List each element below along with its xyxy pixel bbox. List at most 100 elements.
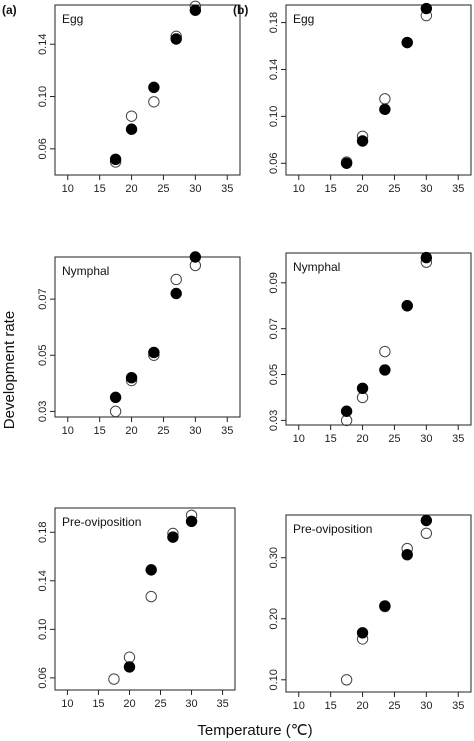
point-filled — [109, 391, 122, 404]
x-tick-label: 30 — [189, 183, 201, 195]
point-filled — [125, 372, 138, 384]
panel-2: 10 15 20 25 30 35 0.06 0.10 0.14 0.18 Egg (b) — [233, 2, 472, 195]
y-tick-label: 0.20 — [268, 608, 280, 629]
point-filled — [125, 123, 138, 135]
y-tick-label: 0.10 — [37, 619, 49, 640]
point-filled — [167, 531, 179, 543]
x-tick-label: 15 — [94, 183, 106, 195]
x-tick-label: 10 — [293, 700, 305, 712]
x-tick-label: 30 — [420, 183, 432, 195]
point-filled — [401, 36, 413, 49]
x-tick-label: 10 — [61, 698, 73, 710]
point-filled — [123, 661, 136, 673]
y-tick-label: 0.03 — [268, 410, 280, 431]
y-tick-label: 0.30 — [268, 547, 280, 568]
x-tick-label: 15 — [325, 700, 337, 712]
y-tick-label: 0.18 — [37, 522, 49, 543]
x-tick-label: 25 — [388, 700, 400, 712]
point-filled — [420, 514, 433, 527]
y-tick-label: 0.07 — [37, 288, 49, 309]
point-open — [420, 527, 433, 540]
plot-frame — [54, 4, 241, 176]
point-filled — [356, 382, 369, 395]
x-tick-label: 25 — [154, 698, 166, 710]
y-tick-label: 0.03 — [37, 401, 49, 422]
x-tick-label: 35 — [452, 433, 464, 445]
panel-6: 10 15 20 25 30 35 0.10 0.20 0.30 Pre-oviposition — [268, 514, 472, 712]
x-tick-label: 20 — [356, 700, 368, 712]
y-tick-label: 0.09 — [268, 272, 280, 293]
point-filled — [145, 564, 157, 576]
panel-title: Pre-oviposition — [62, 515, 141, 529]
point-open — [145, 590, 157, 603]
plot-frame — [54, 256, 241, 418]
point-filled — [185, 515, 198, 528]
y-tick-label: 0.07 — [268, 318, 280, 339]
point-open — [379, 93, 391, 105]
point-open — [108, 673, 120, 685]
panel-title: Nymphal — [293, 260, 340, 274]
panel-title: Nymphal — [62, 264, 109, 278]
y-tick-label: 0.14 — [268, 59, 280, 80]
panel-title: Egg — [293, 12, 314, 26]
point-filled — [148, 81, 160, 94]
y-tick-label: 0.05 — [37, 345, 49, 366]
x-tick-label: 10 — [293, 183, 305, 195]
plot-frame — [285, 4, 472, 176]
y-tick-label: 0.06 — [37, 138, 49, 159]
x-tick-label: 20 — [125, 183, 137, 195]
point-filled — [379, 103, 391, 116]
point-filled — [189, 4, 202, 16]
point-open — [340, 674, 353, 686]
x-tick-label: 35 — [452, 183, 464, 195]
panel-3: 10 15 20 25 30 35 0.03 0.05 0.07 Nymphal — [37, 251, 241, 437]
x-tick-label: 15 — [94, 425, 106, 437]
x-tick-label: 35 — [216, 698, 228, 710]
plot-frame — [285, 252, 472, 426]
panel-title: Egg — [62, 12, 83, 26]
x-tick-label: 15 — [325, 433, 337, 445]
panel-tag: (b) — [233, 3, 248, 17]
y-tick-label: 0.10 — [37, 86, 49, 107]
point-open — [109, 405, 122, 418]
x-tick-label: 20 — [356, 183, 368, 195]
y-tick-label: 0.18 — [268, 12, 280, 33]
point-filled — [379, 364, 391, 376]
x-tick-label: 25 — [157, 183, 169, 195]
point-filled — [189, 251, 202, 263]
y-tick-label: 0.14 — [37, 34, 49, 55]
y-axis-title: Development rate — [1, 311, 18, 429]
point-filled — [148, 346, 160, 359]
x-tick-label: 35 — [221, 183, 233, 195]
point-filled — [420, 251, 433, 264]
point-filled — [356, 627, 369, 639]
point-filled — [401, 300, 413, 312]
point-filled — [379, 600, 391, 612]
x-tick-label: 30 — [189, 425, 201, 437]
y-tick-label: 0.06 — [37, 667, 49, 688]
x-tick-label: 25 — [157, 425, 169, 437]
point-filled — [109, 153, 122, 166]
x-tick-label: 25 — [388, 183, 400, 195]
point-open — [170, 273, 182, 286]
x-tick-label: 15 — [92, 698, 104, 710]
x-axis-title: Temperature (℃) — [197, 722, 312, 739]
panel-tag: (a) — [2, 3, 17, 17]
panel-5: 10 15 20 25 30 35 0.06 0.10 0.14 0.18 Pre-oviposit… — [37, 507, 236, 710]
plot-frame — [285, 514, 472, 693]
y-tick-label: 0.06 — [268, 153, 280, 174]
point-filled — [401, 548, 413, 561]
x-tick-label: 15 — [325, 183, 337, 195]
x-tick-label: 20 — [125, 425, 137, 437]
x-tick-label: 30 — [420, 433, 432, 445]
point-filled — [170, 287, 182, 300]
point-open — [148, 96, 160, 108]
x-tick-label: 10 — [62, 425, 74, 437]
point-open — [123, 651, 136, 663]
point-filled — [340, 405, 353, 417]
point-filled — [420, 2, 433, 15]
x-tick-label: 25 — [388, 433, 400, 445]
plot-frame — [54, 507, 236, 691]
y-tick-label: 0.14 — [37, 570, 49, 591]
